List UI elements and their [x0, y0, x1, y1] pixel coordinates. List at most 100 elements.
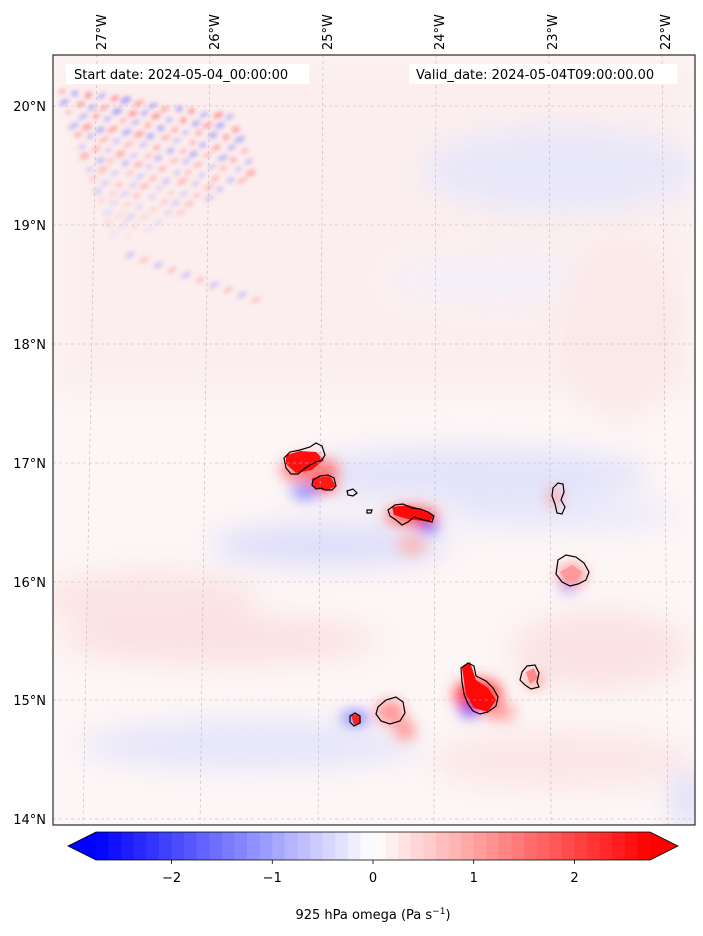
wave-cell	[191, 120, 201, 127]
wave-cell	[103, 210, 112, 217]
wave-cell	[188, 108, 195, 115]
colorbar-step	[360, 832, 374, 860]
colorbar-step	[511, 832, 525, 860]
wave-cell	[119, 190, 130, 197]
lon-label: 22°W	[659, 14, 674, 50]
map-frame	[52, 54, 696, 826]
lon-label: 24°W	[433, 14, 448, 50]
wave-cell	[81, 123, 93, 131]
wave-cell	[114, 212, 126, 218]
wave-cell	[135, 173, 145, 180]
wave-cell	[121, 128, 132, 136]
wave-cell	[245, 169, 257, 177]
wave-cell	[167, 266, 177, 274]
wave-cell	[71, 90, 78, 97]
wave-cell	[136, 203, 143, 210]
wave-cell	[79, 152, 90, 160]
colorbar-step	[158, 832, 173, 860]
wave-cell	[59, 99, 69, 106]
colorbar-step	[398, 832, 412, 860]
wave-cell	[145, 153, 153, 159]
wave-cell	[175, 209, 186, 216]
lat-label: 15°N	[13, 694, 46, 709]
wave-cell	[180, 117, 187, 124]
wave-cell	[229, 157, 237, 163]
wave-cell	[78, 113, 89, 120]
wave-cell	[133, 130, 145, 138]
wave-cell	[133, 100, 144, 107]
colorbar-step	[637, 832, 651, 860]
wave-cell	[115, 181, 123, 188]
wave-cell	[84, 92, 93, 99]
wave-cell	[208, 164, 217, 170]
wave-cell	[103, 116, 111, 122]
wave-cell	[139, 182, 150, 190]
colorbar-extend-max	[650, 832, 678, 860]
wave-cell	[188, 150, 199, 158]
colorbar-step	[373, 832, 387, 860]
wave-cell	[182, 130, 189, 135]
wave-cell	[193, 192, 201, 198]
lon-labels: 27°W 26°W 25°W 24°W 23°W 22°W	[95, 14, 674, 50]
colorbar-step	[448, 832, 462, 860]
wave-cell	[203, 184, 214, 191]
wave-cell	[156, 185, 163, 191]
colorbar-step	[96, 832, 110, 860]
wave-cell	[225, 114, 234, 120]
lon-label: 25°W	[321, 14, 336, 50]
colorbar-label-close: )	[445, 908, 450, 923]
wave-cell	[68, 122, 80, 130]
wave-cell	[110, 199, 118, 206]
wave-cell	[211, 175, 220, 182]
wave-cell	[125, 234, 132, 240]
wave-cell	[223, 286, 233, 294]
wave-cell	[189, 140, 196, 145]
lon-label: 27°W	[95, 14, 110, 50]
wave-cell	[109, 191, 117, 196]
colorbar-tick-label: 0	[369, 871, 377, 886]
wave-cell	[99, 104, 109, 111]
wave-cell	[124, 213, 136, 221]
colorbar-step	[612, 832, 626, 860]
wave-cell	[153, 144, 161, 151]
colorbar-tick-label: −2	[162, 871, 181, 886]
colorbar-step	[410, 832, 424, 860]
wave-cell	[251, 296, 261, 304]
colorbar-steps	[96, 832, 651, 860]
wave-cell	[131, 119, 140, 125]
wave-cell	[118, 222, 129, 229]
wave-cell	[202, 122, 213, 129]
wave-cell	[122, 201, 133, 208]
wave-cell	[199, 142, 207, 148]
wave-cell	[173, 138, 181, 143]
wave-cell	[195, 130, 202, 136]
wave-cell	[58, 89, 66, 94]
lon-label: 26°W	[208, 14, 223, 50]
colorbar-step	[536, 832, 550, 860]
wave-cell	[93, 188, 103, 195]
wave-cell	[107, 125, 119, 133]
island-sao-nicolau	[387, 503, 435, 526]
colorbar-step	[587, 832, 601, 860]
omega-island-cores	[286, 451, 582, 725]
wave-cell	[160, 106, 169, 112]
wave-cell	[110, 95, 120, 102]
colorbar-step	[310, 832, 324, 860]
wave-cell	[158, 165, 167, 172]
wave-cell	[126, 170, 134, 176]
colorbar-step	[171, 832, 185, 860]
lat-label: 20°N	[13, 100, 46, 115]
wave-cell	[195, 276, 205, 284]
lat-label: 16°N	[13, 576, 46, 591]
colorbar-extend-min	[68, 832, 96, 860]
wave-cell	[149, 175, 158, 182]
wave-cell	[125, 251, 135, 259]
wave-cell	[185, 170, 192, 175]
wave-cell	[139, 142, 147, 148]
wave-cell	[154, 154, 163, 162]
wave-cell	[104, 219, 113, 227]
colorbar-step	[498, 832, 513, 860]
wave-cell	[97, 166, 108, 173]
colorbar-step	[284, 832, 299, 860]
wave-cell	[171, 127, 179, 133]
